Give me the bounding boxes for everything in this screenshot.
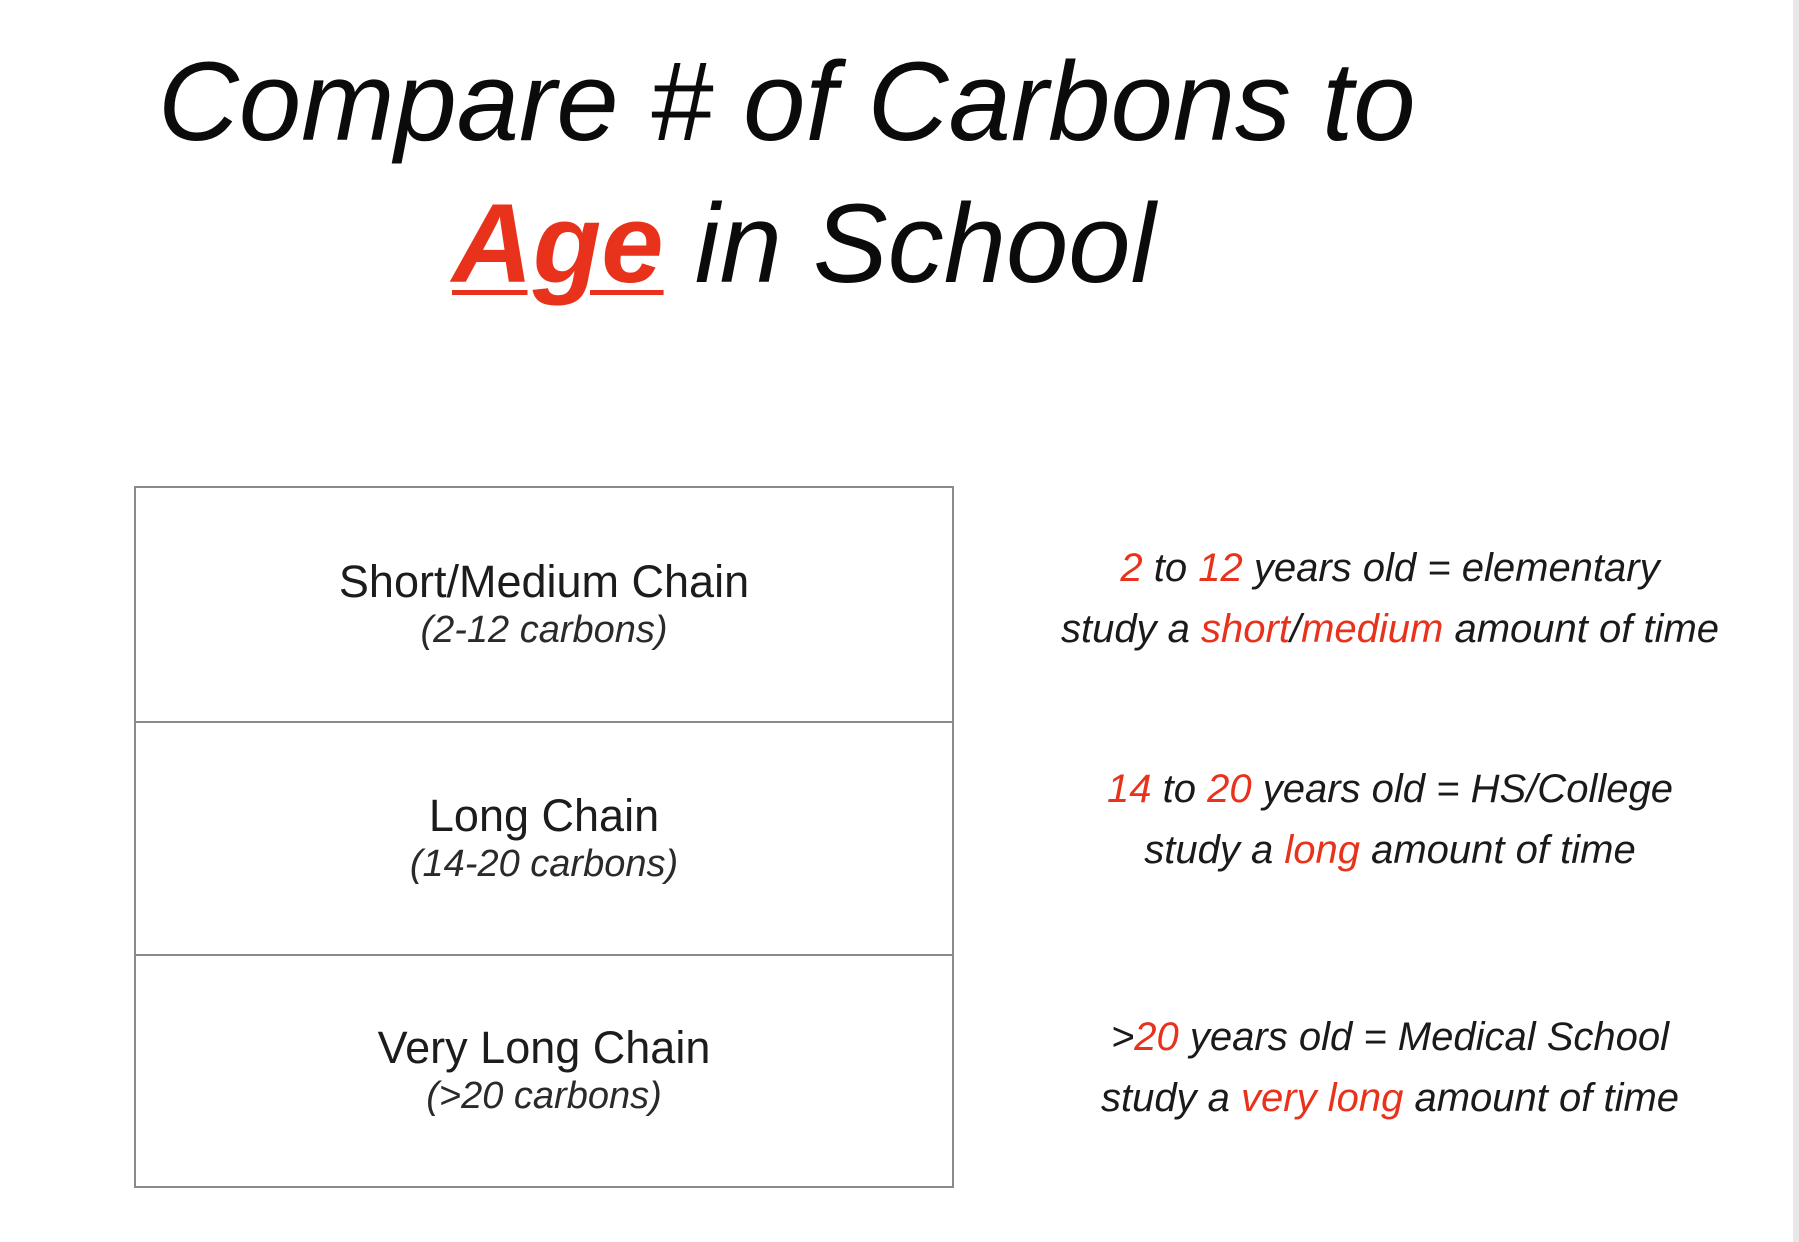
age-text: to [1151, 767, 1208, 811]
study-text: study a [1100, 1076, 1242, 1120]
study-text: amount of time [1443, 607, 1720, 651]
age-line: 14 to 20 years old = HS/College [990, 759, 1790, 820]
title-accent-word: Age [452, 181, 664, 306]
chain-name: Very Long Chain [377, 1022, 711, 1074]
chain-name: Short/Medium Chain [338, 555, 750, 607]
age-number: 14 [1107, 767, 1152, 811]
age-text: years old = Medical School [1178, 1015, 1670, 1059]
age-number: 2 [1120, 546, 1143, 590]
study-line: study a short/medium amount of time [990, 599, 1790, 660]
chain-name: Long Chain [428, 789, 660, 841]
chain-row-very-long: Very Long Chain (>20 carbons) [136, 954, 952, 1186]
study-text: / [1289, 607, 1302, 651]
age-number: 12 [1198, 546, 1243, 590]
age-number: 20 [1134, 1015, 1179, 1059]
chain-row-short-medium: Short/Medium Chain (2-12 carbons) [136, 488, 952, 721]
title-line-1: Compare # of Carbons to [0, 46, 1799, 158]
age-comparison-medical-school: >20 years old = Medical School study a v… [990, 1007, 1790, 1129]
age-line: 2 to 12 years old = elementary [990, 538, 1790, 599]
chain-range: (>20 carbons) [426, 1075, 662, 1118]
chain-range: (2-12 carbons) [420, 608, 668, 651]
study-duration: short [1201, 607, 1290, 651]
study-duration: medium [1301, 607, 1444, 651]
study-text: study a [1144, 828, 1285, 872]
age-text: to [1142, 546, 1199, 590]
age-number: 20 [1207, 767, 1252, 811]
age-comparison-hs-college: 14 to 20 years old = HS/College study a … [990, 759, 1790, 881]
title-text-2: in School [663, 181, 1156, 306]
study-line: study a long amount of time [990, 820, 1790, 881]
age-text: years old = elementary [1242, 546, 1660, 590]
study-duration: very long [1241, 1076, 1404, 1120]
age-line: >20 years old = Medical School [990, 1007, 1790, 1068]
chain-row-long: Long Chain (14-20 carbons) [136, 721, 952, 954]
title-line-2: Age in School [0, 188, 1799, 300]
study-text: amount of time [1403, 1076, 1680, 1120]
chain-range: (14-20 carbons) [409, 842, 679, 885]
title-text-1: Compare # of Carbons to [158, 39, 1416, 164]
chain-length-table: Short/Medium Chain (2-12 carbons) Long C… [134, 486, 954, 1188]
slide-edge [1793, 0, 1799, 1242]
age-comparison-elementary: 2 to 12 years old = elementary study a s… [990, 538, 1790, 660]
study-duration: long [1284, 828, 1360, 872]
age-text: years old = HS/College [1251, 767, 1673, 811]
study-text: amount of time [1360, 828, 1636, 872]
study-text: study a [1060, 607, 1202, 651]
age-text: > [1110, 1015, 1135, 1059]
study-line: study a very long amount of time [990, 1068, 1790, 1129]
